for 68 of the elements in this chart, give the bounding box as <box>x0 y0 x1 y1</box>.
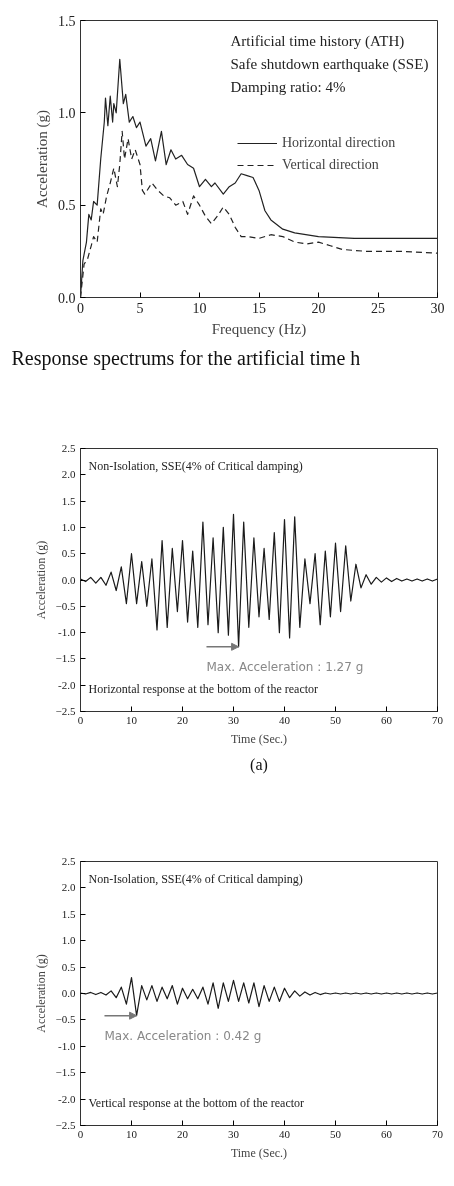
x-tick-label: 0 <box>77 1127 84 1140</box>
x-tick-label: 0 <box>77 300 84 316</box>
y-axis-title: Acceleration (g) <box>33 954 48 1033</box>
text: (a) <box>250 755 268 774</box>
y-tick-label: 2.5 <box>61 855 76 867</box>
x-tick-label: 5 <box>136 300 144 316</box>
x-tick-label: 0 <box>77 713 84 726</box>
y-tick-label: 0.5 <box>61 960 76 973</box>
x-tick-label: 30 <box>228 713 240 726</box>
x-tick-label: 60 <box>381 1127 393 1140</box>
x-tick-label: 20 <box>177 1127 189 1140</box>
x-tick-label: 20 <box>311 300 326 316</box>
annotation: Max. Acceleration : 1.27 g <box>206 659 364 674</box>
y-tick-label: 1.0 <box>61 934 76 947</box>
x-tick-label: 10 <box>126 713 138 726</box>
y-tick-label: 1.0 <box>58 105 76 121</box>
x-tick-label: 10 <box>192 300 207 316</box>
x-axis-title: Time (Sec.) <box>230 1145 288 1160</box>
x-tick-label: 30 <box>228 1127 240 1140</box>
annotation: Non-Isolation, SSE(4% of Critical damping) <box>88 871 303 886</box>
y-tick-label: −1.5 <box>55 1066 76 1079</box>
x-tick-label: 70 <box>432 713 444 726</box>
y-tick-label: 2.0 <box>61 881 76 894</box>
annotation: Vertical response at the bottom of the reactor <box>88 1095 305 1110</box>
x-axis-title: Time (Sec.) <box>230 731 288 746</box>
x-tick-label: 10 <box>126 1127 138 1140</box>
annotation: Horizontal response at the bottom of the reactor <box>88 681 319 696</box>
y-tick-label: −0.5 <box>55 599 76 612</box>
annotation: Safe shutdown earthquake (SSE) <box>230 55 429 73</box>
y-tick-label: 2.5 <box>61 442 76 454</box>
x-axis-title: Frequency (Hz) <box>211 320 307 338</box>
y-tick-label: -2.0 <box>58 1092 76 1105</box>
y-tick-label: 1.5 <box>61 494 76 507</box>
x-tick-label: 25 <box>371 300 385 316</box>
y-tick-label: 0.5 <box>58 198 76 214</box>
y-tick-label: -1.0 <box>58 1039 76 1052</box>
y-tick-label: 0.0 <box>61 987 76 999</box>
y-axis-title: Acceleration (g) <box>33 540 48 620</box>
x-tick-label: 20 <box>177 713 189 726</box>
annotation: Max. Acceleration : 0.42 g <box>104 1028 262 1043</box>
annotation: Artificial time history (ATH) <box>230 32 405 50</box>
x-tick-label: 30 <box>430 300 445 316</box>
y-tick-label: -2.0 <box>58 678 76 691</box>
x-tick-label: 50 <box>330 1127 342 1140</box>
y-tick-label: -1.0 <box>58 626 76 639</box>
y-tick-label: 1.5 <box>58 13 76 29</box>
x-tick-label: 15 <box>252 300 266 316</box>
x-tick-label: 40 <box>279 713 291 726</box>
y-tick-label: 1.5 <box>61 907 76 920</box>
y-tick-label: 0.0 <box>61 573 76 586</box>
annotation: Non-Isolation, SSE(4% of Critical damping) <box>88 458 303 473</box>
y-tick-label: 1.0 <box>61 520 76 533</box>
text: Response spectrums for the artificial time h <box>11 346 361 370</box>
x-tick-label: 50 <box>330 713 342 726</box>
y-tick-label: 0.5 <box>61 547 76 560</box>
x-tick-label: 60 <box>381 713 393 726</box>
y-axis-title: Acceleration (g) <box>34 110 51 208</box>
y-tick-label: 0.0 <box>58 290 76 306</box>
annotation: Damping ratio: 4% <box>230 78 346 95</box>
x-tick-label: 40 <box>279 1127 291 1140</box>
legend-label: Horizontal direction <box>282 135 396 151</box>
x-tick-label: 70 <box>432 1127 444 1140</box>
legend-label: Vertical direction <box>282 157 379 173</box>
y-tick-label: −2.5 <box>55 705 76 717</box>
y-tick-label: −1.5 <box>55 652 76 665</box>
y-tick-label: −2.5 <box>55 1119 76 1131</box>
y-tick-label: −0.5 <box>55 1013 76 1026</box>
y-tick-label: 2.0 <box>61 468 76 481</box>
